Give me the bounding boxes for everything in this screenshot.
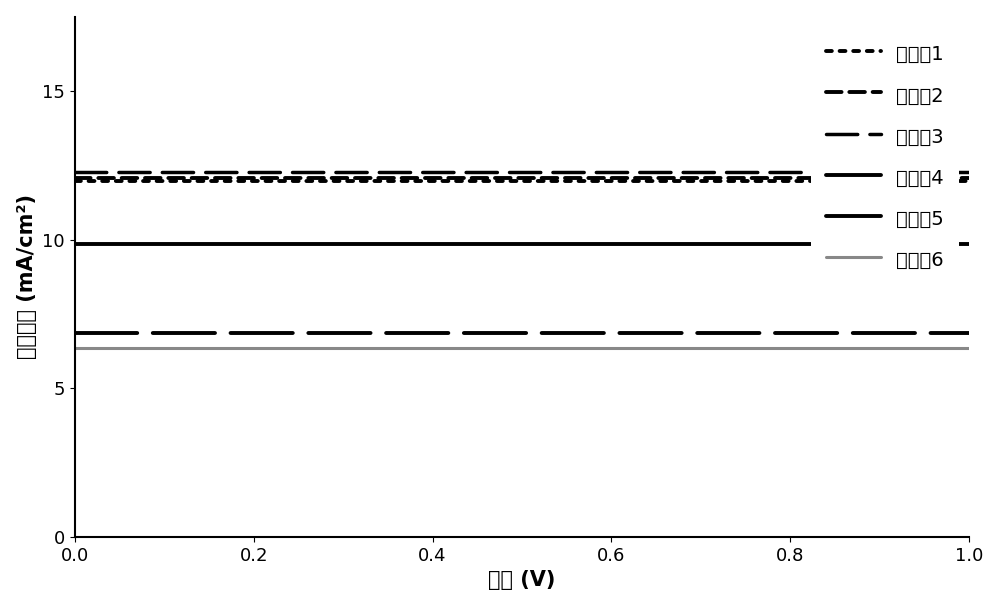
Legend: 实施例1, 实施例2, 实施例3, 实施例4, 实施例5, 实施例6: 实施例1, 实施例2, 实施例3, 实施例4, 实施例5, 实施例6 <box>811 26 959 287</box>
实施例1 <box>124 177 136 185</box>
实施例1 <box>69 177 81 185</box>
实施例3 <box>639 169 651 176</box>
实施例3 <box>747 169 759 176</box>
实施例3 <box>839 169 851 176</box>
实施例4 <box>612 330 624 337</box>
实施例2 <box>612 175 624 182</box>
实施例6 <box>124 344 136 351</box>
实施例1 <box>588 177 600 185</box>
实施例6 <box>588 344 600 351</box>
实施例2 <box>588 175 600 182</box>
实施例4 <box>588 330 600 337</box>
实施例6 <box>839 344 851 351</box>
实施例5 <box>639 240 651 248</box>
实施例2 <box>839 175 851 182</box>
实施例3 <box>963 169 975 176</box>
实施例6 <box>612 344 624 351</box>
实施例4 <box>963 330 975 337</box>
实施例4 <box>639 330 651 337</box>
实施例3 <box>124 169 136 176</box>
实施例2 <box>747 175 759 182</box>
实施例6 <box>747 344 759 351</box>
实施例3 <box>588 169 600 176</box>
实施例3 <box>69 169 81 176</box>
实施例2 <box>69 175 81 182</box>
X-axis label: 电压 (V): 电压 (V) <box>488 571 556 591</box>
实施例4 <box>69 330 81 337</box>
实施例4 <box>839 330 851 337</box>
实施例5 <box>69 240 81 248</box>
实施例5 <box>747 240 759 248</box>
实施例6 <box>963 344 975 351</box>
实施例6 <box>639 344 651 351</box>
实施例1 <box>963 177 975 185</box>
实施例2 <box>639 175 651 182</box>
Y-axis label: 电流密度 (mA/cm²): 电流密度 (mA/cm²) <box>17 194 37 359</box>
实施例1 <box>747 177 759 185</box>
实施例2 <box>963 175 975 182</box>
实施例2 <box>124 175 136 182</box>
实施例5 <box>588 240 600 248</box>
实施例1 <box>839 177 851 185</box>
实施例5 <box>124 240 136 248</box>
实施例3 <box>612 169 624 176</box>
实施例5 <box>612 240 624 248</box>
实施例1 <box>639 177 651 185</box>
实施例5 <box>963 240 975 248</box>
实施例5 <box>839 240 851 248</box>
实施例4 <box>747 330 759 337</box>
实施例1 <box>612 177 624 185</box>
实施例6 <box>69 344 81 351</box>
实施例4 <box>124 330 136 337</box>
